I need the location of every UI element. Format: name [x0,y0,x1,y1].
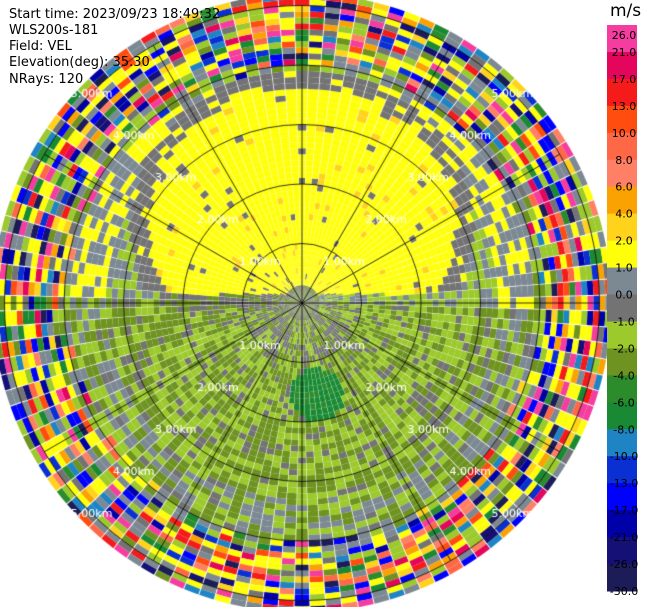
colorbar-bin [607,186,637,215]
colorbar-tick-label: 17.0 [612,73,637,86]
colorbar-tick-label: -26.0 [610,558,638,571]
colorbar-bin [607,402,637,430]
colorbar-bin [607,429,637,457]
colorbar-bin [607,294,637,322]
colorbar-tick-label: -13.0 [610,477,638,490]
colorbar-bin [607,51,637,80]
instrument-label: WLS200s-181 [9,23,99,38]
colorbar-tick-label: 8.0 [615,154,633,167]
colorbar-bin [607,213,637,242]
colorbar-tick-label: 0.0 [615,289,633,302]
colorbar-tick-label: -4.0 [613,369,634,382]
colorbar-tick-label: 1.0 [615,262,633,275]
colorbar-tick-label: -10.0 [610,450,638,463]
colorbar-tick-label: 13.0 [612,100,637,113]
start-time-label: Start time: 2023/09/23 18:49:32 [9,7,221,22]
colorbar-bin [607,375,637,403]
nrays-label: NRays: 120 [9,72,84,87]
colorbar-tick-label: -8.0 [613,423,634,436]
colorbar-bin [607,537,637,565]
colorbar-bin [607,240,637,269]
colorbar-bin [607,78,637,107]
field-label: Field: VEL [9,39,72,54]
colorbar-tick-label: 2.0 [615,235,633,248]
elevation-label: Elevation(deg): 35.30 [9,55,150,70]
colorbar-bin [607,321,637,349]
velocity-colorbar: 26.0 21.0 17.0 13.0 10.0 8.0 6.0 4.0 2.0 1.0 0.0 -1… [607,25,638,598]
colorbar-tick-label: 4.0 [615,208,633,221]
colorbar-tick-label: 10.0 [612,127,637,140]
colorbar-tick-label: -2.0 [613,342,634,355]
colorbar-bin [607,456,637,484]
colorbar-bin [607,267,637,296]
colorbar-bin [607,25,637,53]
colorbar-tick-label: 6.0 [615,181,633,194]
colorbar-tick-label: -17.0 [610,504,638,517]
colorbar-bin [607,159,637,188]
colorbar-bin [607,105,637,134]
colorbar-tick-label: 26.0 [612,29,637,42]
colorbar-bin [607,483,637,511]
colorbar-bin [607,132,637,161]
colorbar-bin [607,564,637,592]
colorbar-tick-label: -6.0 [613,396,634,409]
colorbar-unit: m/s [610,1,642,21]
colorbar-tick-label: -1.0 [613,315,634,328]
colorbar-tick-label: 21.0 [612,46,637,59]
colorbar-tick-label: -30.0 [610,585,638,598]
colorbar-tick-label: -21.0 [610,531,638,544]
colorbar-bin [607,348,637,376]
colorbar-bin [607,510,637,538]
